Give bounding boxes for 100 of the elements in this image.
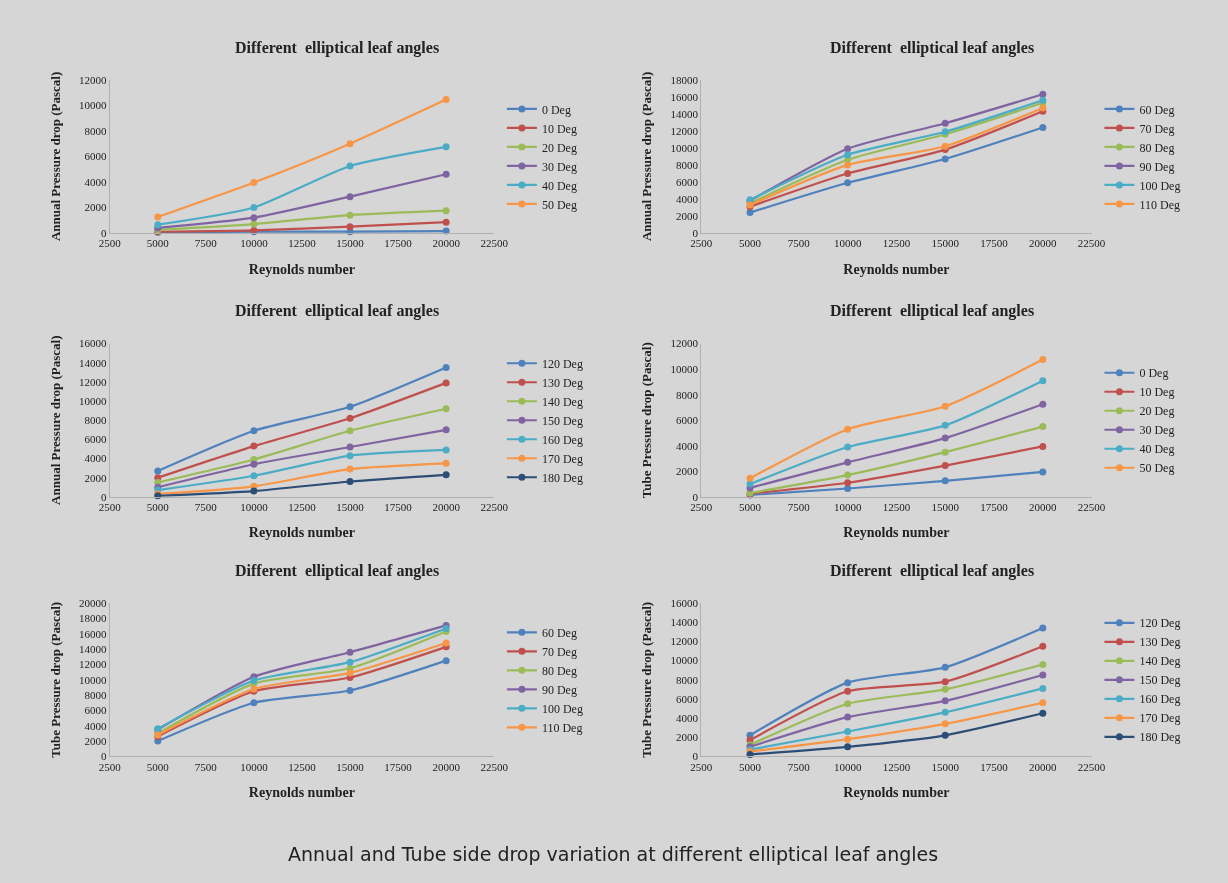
legend-label: 160 Deg [541,432,583,447]
x-tick-label: 7500 [787,760,811,773]
point [442,96,450,104]
point [346,162,354,170]
x-tick-label: 2500 [98,760,122,773]
x-tick-label: 17500 [384,760,413,773]
point [844,485,852,493]
point [346,443,354,451]
x-tick-label: 10000 [833,760,862,773]
point [346,427,354,435]
point [844,161,852,169]
x-tick-label: 22500 [480,501,509,514]
point [442,639,450,647]
x-tick-label: 12500 [882,760,911,773]
point [1039,642,1047,650]
point [1039,660,1047,668]
y-tick-label: 6000 [676,414,699,427]
legend-label: 50 Deg [1139,461,1175,476]
point [346,211,354,219]
x-tick-label: 12500 [882,237,911,250]
point [1039,699,1047,707]
point [154,213,162,221]
legend-label: 160 Deg [1139,692,1181,707]
point [941,155,949,163]
y-tick-label: 14000 [670,107,699,120]
point [844,735,852,743]
x-tick-label: 12500 [882,501,911,514]
point [346,687,354,694]
point [941,697,949,705]
point [1039,442,1047,450]
y-tick-label: 6000 [84,704,108,717]
point [941,402,949,410]
legend-label: 180 Deg [541,470,583,485]
y-tick-label: 12000 [79,73,108,86]
point [1039,423,1047,431]
y-tick-label: 8000 [676,673,699,686]
y-tick-label: 0 [692,750,699,763]
x-tick-label: 2500 [690,501,713,514]
x-tick-label: 5000 [146,237,170,250]
y-tick-label: 4000 [676,192,699,205]
point [442,207,450,215]
legend-label: 170 Deg [1139,711,1181,726]
y-tick-label: 4000 [84,175,108,188]
x-tick-label: 7500 [787,237,811,250]
point [844,700,852,708]
x-tick-label: 17500 [980,501,1009,514]
legend-label: 80 Deg [541,663,577,678]
x-tick-label: 15000 [931,760,960,773]
y-tick-label: 4000 [676,711,699,724]
legend-label: 60 Deg [541,625,577,640]
y-tick-label: 0 [101,750,108,763]
x-tick-label: 20000 [1029,760,1058,773]
y-tick-label: 2000 [676,209,699,222]
legend-label: 100 Deg [541,701,583,716]
x-tick-label: 5000 [146,760,170,773]
point [844,443,852,451]
legend-label: 130 Deg [1139,635,1181,650]
point [346,465,354,473]
point [250,472,258,480]
legend-label: 0 Deg [1139,366,1169,381]
x-axis-title: Reynolds number [843,525,950,541]
chart-title: Different elliptical leaf angles [830,39,1035,57]
point [346,658,354,666]
y-tick-label: 12000 [670,124,699,137]
point [941,708,949,716]
point [1039,624,1047,632]
chart-title: Different elliptical leaf angles [830,302,1035,320]
point [250,699,258,707]
point [346,669,354,677]
legend-label: 120 Deg [541,356,583,371]
point [844,713,852,721]
point [1039,468,1047,476]
x-tick-label: 2500 [690,237,713,250]
y-axis-title: Annual Pressure drop (Pascal) [639,71,655,242]
x-tick-label: 22500 [1077,501,1106,514]
legend-label: 30 Deg [541,159,577,174]
y-tick-label: 8000 [84,124,108,137]
y-tick-label: 12000 [79,375,108,388]
x-tick-label: 12500 [288,760,317,773]
point [250,460,258,468]
x-tick-label: 5000 [146,501,170,514]
x-tick-label: 15000 [336,501,365,514]
x-tick-label: 17500 [384,237,413,250]
x-tick-label: 12500 [288,501,317,514]
x-tick-label: 10000 [240,501,269,514]
point [442,405,450,413]
y-tick-label: 16000 [79,627,108,640]
y-tick-label: 12000 [670,337,699,350]
y-tick-label: 4000 [84,452,108,465]
y-tick-label: 0 [101,226,108,239]
point [250,220,258,228]
x-tick-label: 7500 [194,501,218,514]
legend-label: 140 Deg [541,394,583,409]
point [844,679,852,687]
point [1039,684,1047,692]
point [442,379,450,387]
x-tick-label: 20000 [432,501,461,514]
point [941,731,949,739]
y-tick-label: 10000 [670,141,699,154]
point [346,648,354,656]
